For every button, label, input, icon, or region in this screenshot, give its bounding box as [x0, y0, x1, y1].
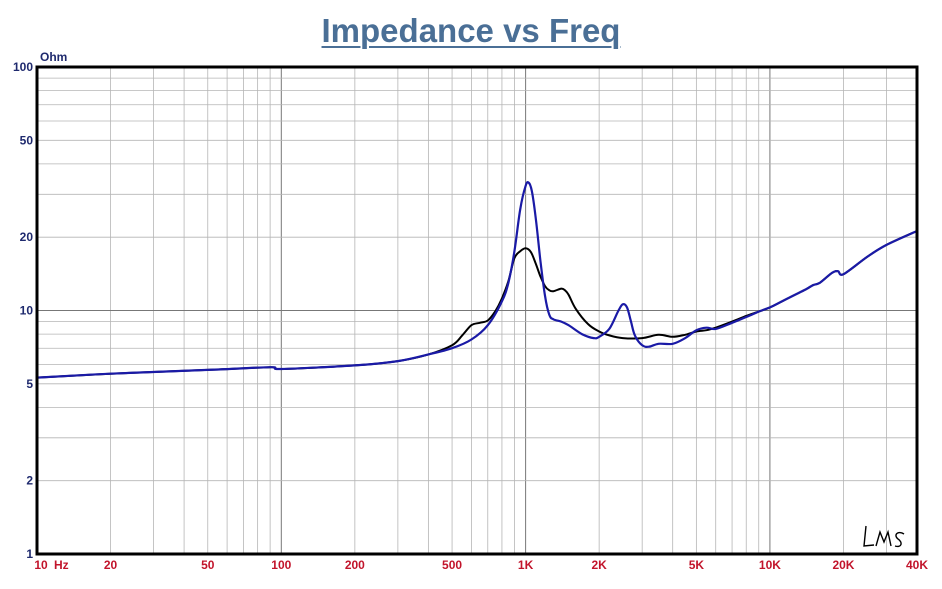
x-tick-label: 1K — [518, 558, 534, 572]
impedance-series-line-1 — [36, 230, 918, 379]
impedance-series-line-2 — [36, 181, 918, 379]
x-tick-label: 100 — [271, 558, 291, 572]
plot-frame — [35, 65, 919, 556]
x-tick-label: 20 — [104, 558, 118, 572]
y-tick-label: 10 — [20, 304, 34, 318]
y-tick-label: 20 — [20, 230, 34, 244]
x-axis-unit-label: Hz — [54, 558, 69, 572]
chart-title: Impedance vs Freq — [321, 12, 621, 49]
y-tick-label: 100 — [13, 60, 33, 74]
y-tick-label: 5 — [26, 377, 33, 391]
x-tick-label: 50 — [201, 558, 215, 572]
lms-watermark — [863, 525, 905, 548]
x-tick-label: 5K — [689, 558, 705, 572]
y-tick-label: 1 — [26, 547, 33, 561]
x-tick-label: 200 — [345, 558, 365, 572]
y-axis-unit-label: Ohm — [40, 50, 67, 64]
y-tick-label: 2 — [26, 474, 33, 488]
x-tick-label: 20K — [832, 558, 854, 572]
x-tick-label: 500 — [442, 558, 462, 572]
grid-lines — [36, 67, 918, 554]
x-tick-label: 10 — [34, 558, 48, 572]
x-axis-ticks: 10 20 50 100 200 500 1K 2K 5K 10K 20K 40K — [34, 558, 928, 572]
y-tick-label: 50 — [20, 133, 34, 147]
series-layer — [36, 181, 918, 379]
x-tick-label: 10K — [759, 558, 781, 572]
x-tick-label: 40K — [906, 558, 928, 572]
y-axis-ticks: 100 50 20 10 5 2 1 — [13, 60, 33, 561]
x-tick-label: 2K — [591, 558, 607, 572]
